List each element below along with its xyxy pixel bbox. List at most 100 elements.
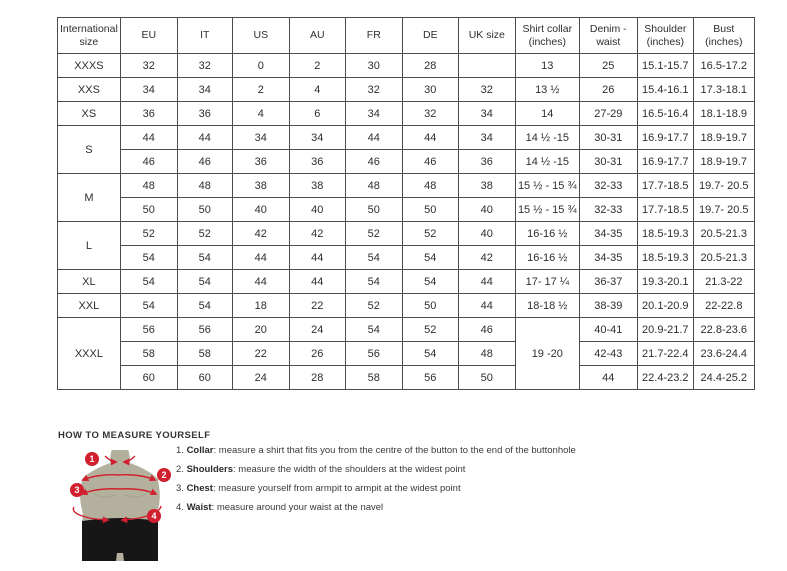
table-cell: 4 [288, 77, 346, 102]
size-group-cell: S [57, 125, 121, 174]
table-cell: 21.3-22 [692, 269, 755, 294]
table-cell: 16.9-17.7 [636, 125, 694, 150]
table-cell: 24 [288, 317, 346, 342]
collar-measure-arrow [104, 455, 118, 466]
table-cell: 58 [176, 341, 233, 366]
table-cell: 44 [578, 365, 638, 390]
size-group-cell: XXS [57, 77, 121, 102]
table-cell: 38 [457, 173, 516, 198]
table-row: 50 50 40 40 50 50 40 15 ½ - 15 ¾ 32-33 17.7-18.5 1… [58, 197, 755, 222]
table-cell: 44 [176, 125, 233, 150]
table-cell: 32 [401, 101, 459, 126]
column-header: FR [344, 17, 403, 54]
table-cell: 44 [457, 293, 516, 318]
table-cell: 0 [231, 53, 290, 78]
table-cell: 18.1-18.9 [692, 101, 755, 126]
table-cell: 50 [176, 197, 233, 222]
chest-measure-arrow [80, 488, 120, 496]
table-cell: 36 [231, 149, 290, 174]
table-cell: 14 [514, 101, 580, 126]
table-cell: 52 [401, 221, 459, 246]
shorts-shape [82, 518, 158, 561]
measure-step: 4. Waist: measure around your waist at t… [176, 501, 656, 513]
table-cell: 15.1-15.7 [636, 53, 694, 78]
column-header: AU [288, 17, 346, 54]
table-cell: 22 [231, 341, 290, 366]
column-header: Denim - waist [578, 17, 638, 54]
table-cell: 50 [401, 293, 459, 318]
table-cell: 16-16 ½ [514, 245, 580, 270]
table-cell: 32-33 [578, 197, 638, 222]
column-header: EU [119, 17, 178, 54]
table-cell: 14 ½ -15 [514, 125, 580, 150]
column-header: US [231, 17, 290, 54]
table-cell: 40-41 [578, 317, 638, 342]
table-cell: 24 [231, 365, 290, 390]
table-cell: 46 [119, 149, 178, 174]
size-chart-body: XXXS 32 32 0 2 30 28 13 25 15.1-15.7 16.5-17.2 XXS 3… [57, 53, 755, 390]
badge-waist: 4 [147, 509, 161, 523]
table-cell: 15 ½ - 15 ¾ [514, 173, 580, 198]
table-cell: 54 [119, 293, 178, 318]
step-number: 3. [176, 482, 187, 494]
table-cell: 56 [401, 365, 459, 390]
table-row: S 44 44 34 34 44 44 34 14 ½ -15 30-31 16.9-17.7 18.… [57, 125, 755, 174]
table-cell: 34 [288, 125, 346, 150]
table-cell: 32 [344, 77, 403, 102]
svg-text:2: 2 [161, 470, 166, 480]
measure-heading: HOW TO MEASURE YOURSELF [58, 430, 211, 441]
table-cell: 24.4-25.2 [692, 365, 755, 390]
size-group-cell: XS [57, 101, 121, 126]
step-text: : measure the width of the shoulders at … [233, 463, 466, 475]
table-cell: 34 [176, 77, 233, 102]
table-cell: 20.5-21.3 [692, 245, 755, 270]
column-header: IT [176, 17, 233, 54]
table-cell: 22-22.8 [692, 293, 755, 318]
table-cell: 16.5-17.2 [692, 53, 755, 78]
table-cell: 60 [119, 365, 178, 390]
table-cell: 54 [344, 245, 403, 270]
size-chart-table: International size EU IT US AU FR DE UK size Shi… [57, 17, 755, 390]
collar-merged-cell: 19 -20 [514, 317, 580, 390]
step-number: 2. [176, 463, 187, 475]
table-cell: 38 [288, 173, 346, 198]
step-label: Shoulders [186, 463, 234, 475]
table-cell: 40 [457, 197, 516, 222]
column-header: UK size [457, 17, 516, 54]
svg-text:1: 1 [89, 454, 94, 464]
step-label: Waist [186, 501, 212, 513]
table-cell: 44 [231, 245, 290, 270]
table-cell: 46 [401, 149, 459, 174]
table-cell: 17.3-18.1 [692, 77, 755, 102]
table-cell: 19.3-20.1 [636, 269, 694, 294]
table-cell: 44 [457, 269, 516, 294]
table-cell: 44 [119, 125, 178, 150]
svg-text:4: 4 [151, 511, 156, 521]
table-row: 60 60 24 28 58 56 50 44 22.4-23.2 24.4-25.2 [58, 365, 755, 390]
shoulder-measure-arrow [81, 474, 120, 482]
table-cell: 46 [457, 317, 516, 342]
table-cell: 36 [176, 101, 233, 126]
size-group-cell: XXL [57, 293, 121, 318]
table-cell: 44 [231, 269, 290, 294]
table-cell: 18.5-19.3 [636, 221, 694, 246]
table-row: 58 58 22 26 56 54 48 42-43 21.7-22.4 23.6-24.4 [58, 341, 755, 366]
mannequin-illustration: 1 2 3 4 [70, 450, 171, 561]
size-group-cell: L [57, 221, 121, 270]
table-cell: 44 [288, 245, 346, 270]
size-chart-header: International size EU IT US AU FR DE UK size Shi… [57, 17, 755, 54]
step-text: : measure a shirt that fits you from the… [213, 445, 576, 456]
table-cell: 34 [344, 101, 403, 126]
table-cell: 50 [344, 197, 403, 222]
table-cell: 32 [176, 53, 233, 78]
table-cell: 17.7-18.5 [636, 197, 694, 222]
table-cell: 40 [457, 221, 516, 246]
table-cell: 16-16 ½ [514, 221, 580, 246]
measure-step: 2. Shoulders: measure the width of the s… [176, 463, 656, 475]
table-cell: 19.7- 20.5 [692, 197, 755, 222]
table-cell: 44 [344, 125, 403, 150]
table-row: XL 54 54 44 44 54 54 44 17- 17 ¼ 36-37 19.3-20.1 21… [57, 269, 755, 294]
table-cell: 38-39 [578, 293, 638, 318]
collar-measure-arrow [122, 455, 136, 466]
table-cell [457, 53, 516, 78]
